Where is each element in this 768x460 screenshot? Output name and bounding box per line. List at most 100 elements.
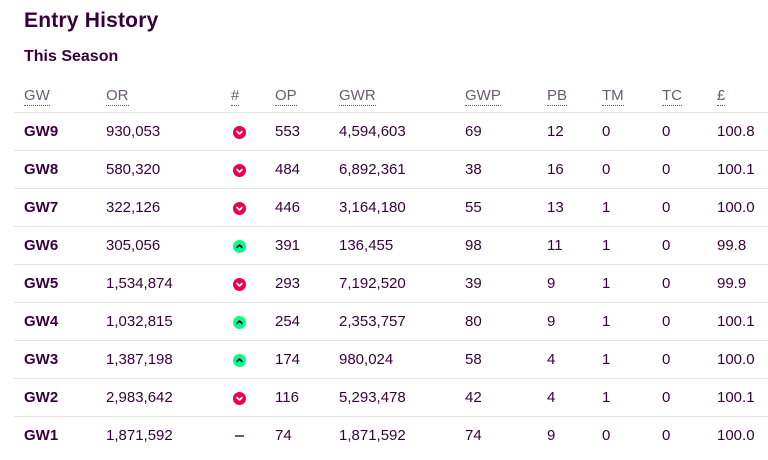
gameweek-link[interactable]: GW4 [24,313,59,330]
gameweek-link[interactable]: GW7 [24,199,59,216]
op-cell: 293 [265,264,329,303]
gameweek-link[interactable]: GW1 [24,427,59,444]
pb-cell: 11 [537,226,592,265]
gwp-cell: 55 [455,188,537,227]
pb-cell: 16 [537,150,592,189]
gw-cell: GW5 [14,264,96,303]
entry-history-table: GW OR # OP GWR GWP PB TM TC £ GW9 930,053… [14,78,768,454]
tm-cell: 1 [592,340,652,379]
rank-same-icon [235,435,244,438]
rank-up-icon [233,353,246,367]
gw-cell: GW3 [14,340,96,379]
rank-down-icon [233,125,246,139]
op-cell: 116 [265,378,329,417]
or-cell: 1,534,874 [96,264,221,303]
value-cell: 99.9 [707,264,768,303]
col-header-tc[interactable]: TC [662,86,682,106]
tc-cell: 0 [652,378,707,417]
table-row: GW9 930,053 553 4,594,603 69 12 0 0 100.8 [14,112,768,151]
value-cell: 100.8 [707,112,768,151]
table-row: GW1 1,871,592 74 1,871,592 74 9 0 0 100.0 [14,416,768,454]
movement-cell [221,340,265,379]
table-row: GW2 2,983,642 116 5,293,478 42 4 1 0 100.1 [14,378,768,417]
tc-cell: 0 [652,340,707,379]
col-header-op[interactable]: OP [275,86,297,106]
gameweek-link[interactable]: GW8 [24,161,59,178]
gwp-cell: 74 [455,416,537,454]
col-header-gwp[interactable]: GWP [465,86,501,106]
gwr-cell: 5,293,478 [329,378,455,417]
gw-cell: GW8 [14,150,96,189]
table-row: GW7 322,126 446 3,164,180 55 13 1 0 100.0 [14,188,768,227]
gwp-cell: 69 [455,112,537,151]
gwp-cell: 58 [455,340,537,379]
movement-cell [221,112,265,151]
tm-cell: 1 [592,264,652,303]
gwr-cell: 136,455 [329,226,455,265]
col-header-value[interactable]: £ [717,86,726,106]
gameweek-link[interactable]: GW6 [24,237,59,254]
value-cell: 100.0 [707,416,768,454]
page-title: Entry History [24,9,159,32]
col-header-movement[interactable]: # [231,86,240,106]
movement-cell [221,226,265,265]
or-cell: 1,871,592 [96,416,221,454]
movement-cell [221,378,265,417]
rank-down-icon [233,201,246,215]
table-row: GW4 1,032,815 254 2,353,757 80 9 1 0 100.1 [14,302,768,341]
op-cell: 254 [265,302,329,341]
tc-cell: 0 [652,264,707,303]
gameweek-link[interactable]: GW3 [24,351,59,368]
gwr-cell: 4,594,603 [329,112,455,151]
tc-cell: 0 [652,302,707,341]
gameweek-link[interactable]: GW2 [24,389,59,406]
gw-cell: GW9 [14,112,96,151]
col-header-pb[interactable]: PB [547,86,568,106]
gw-cell: GW2 [14,378,96,417]
value-cell: 100.1 [707,302,768,341]
col-header-gwr[interactable]: GWR [339,86,376,106]
gwr-cell: 1,871,592 [329,416,455,454]
tc-cell: 0 [652,188,707,227]
pb-cell: 4 [537,340,592,379]
op-cell: 391 [265,226,329,265]
col-header-or[interactable]: OR [106,86,129,106]
table-row: GW3 1,387,198 174 980,024 58 4 1 0 100.0 [14,340,768,379]
table-row: GW6 305,056 391 136,455 98 11 1 0 99.8 [14,226,768,265]
op-cell: 174 [265,340,329,379]
tc-cell: 0 [652,150,707,189]
or-cell: 2,983,642 [96,378,221,417]
pb-cell: 13 [537,188,592,227]
op-cell: 74 [265,416,329,454]
gwr-cell: 980,024 [329,340,455,379]
tm-cell: 0 [592,112,652,151]
col-header-gw[interactable]: GW [24,86,50,106]
tm-cell: 1 [592,378,652,417]
pb-cell: 9 [537,302,592,341]
rank-down-icon [233,391,246,405]
gw-cell: GW4 [14,302,96,341]
or-cell: 1,387,198 [96,340,221,379]
value-cell: 100.1 [707,378,768,417]
gwp-cell: 42 [455,378,537,417]
gameweek-link[interactable]: GW5 [24,275,59,292]
or-cell: 1,032,815 [96,302,221,341]
movement-cell [221,264,265,303]
movement-cell [221,302,265,341]
gw-cell: GW6 [14,226,96,265]
rank-down-icon [233,277,246,291]
rank-up-icon [233,239,246,253]
tm-cell: 1 [592,188,652,227]
rank-up-icon [233,315,246,329]
gameweek-link[interactable]: GW9 [24,123,59,140]
gwp-cell: 39 [455,264,537,303]
gw-cell: GW1 [14,416,96,454]
pb-cell: 12 [537,112,592,151]
col-header-tm[interactable]: TM [602,86,624,106]
op-cell: 553 [265,112,329,151]
section-subtitle: This Season [24,48,119,65]
pb-cell: 4 [537,378,592,417]
gwr-cell: 7,192,520 [329,264,455,303]
rank-down-icon [233,163,246,177]
table-row: GW8 580,320 484 6,892,361 38 16 0 0 100.1 [14,150,768,189]
